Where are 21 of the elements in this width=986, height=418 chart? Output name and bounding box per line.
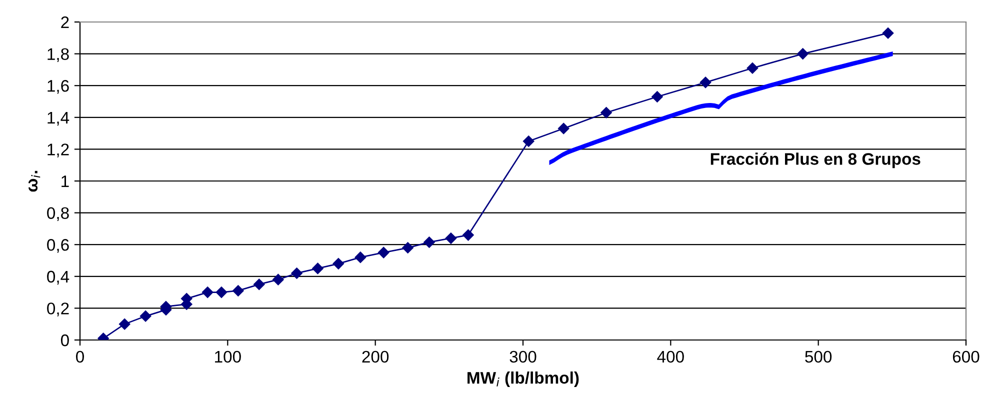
y-tick-label: 1,4 [48, 112, 70, 126]
y-tick-label: 0,4 [47, 270, 70, 285]
y-tick-label: 0,6 [47, 239, 69, 253]
x-tick-label: 600 [952, 350, 980, 363]
x-axis-title: MW$_{i}$ (lb/lbmol) [468, 372, 579, 388]
annotation: Fracción Plus en 8 Grupos [710, 152, 920, 168]
y-tick-label: 2 [61, 16, 69, 28]
y-tick-label: 1,2 [48, 144, 69, 158]
y-axis-title: ω$_{i}$. [28, 170, 40, 192]
y-tick-label: 0,8 [47, 207, 69, 221]
x-tick-label: 300 [510, 350, 536, 363]
x-tick-label: 400 [657, 350, 684, 363]
x-tick-label: 200 [362, 350, 389, 363]
y-tick-label: 0,2 [47, 302, 69, 316]
x-tick-label: 500 [805, 350, 832, 363]
y-tick-label: 0 [60, 334, 69, 346]
y-tick-label: 1 [62, 176, 69, 188]
x-tick-label: 0 [76, 350, 84, 363]
y-tick-label: 1,8 [48, 48, 69, 62]
y-tick-label: 1,6 [48, 80, 69, 94]
x-tick-label: 100 [215, 350, 241, 363]
